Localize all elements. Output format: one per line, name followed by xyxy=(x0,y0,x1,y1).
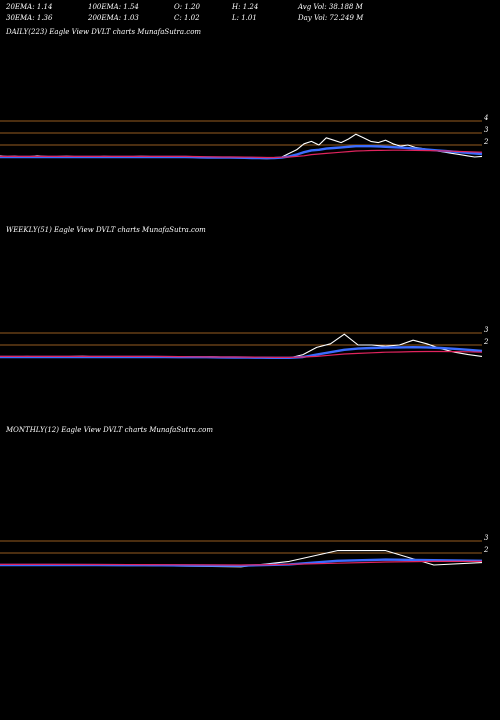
low-stat: L: 1.01 xyxy=(232,14,257,22)
daily-panel-label: DAILY(223) Eagle View DVLT charts Munafa… xyxy=(6,28,202,36)
avg-vol-stat: Avg Vol: 38.188 M xyxy=(298,3,363,11)
high-stat: H: 1.24 xyxy=(232,3,259,11)
daily-series-0-line xyxy=(0,133,483,160)
weekly-y-tick-3: 3 xyxy=(484,326,489,334)
ema200-stat: 200EMA: 1.03 xyxy=(88,14,139,22)
weekly-y-tick-2: 2 xyxy=(483,338,489,346)
ema30-stat: 30EMA: 1.36 xyxy=(6,14,53,22)
ema20-stat: 20EMA: 1.14 xyxy=(6,3,53,11)
open-stat: O: 1.20 xyxy=(174,3,200,11)
daily-y-tick-3: 3 xyxy=(484,126,489,134)
daily-series-2-line xyxy=(0,149,483,159)
monthly-series-2-line xyxy=(0,560,482,566)
close-stat: C: 1.02 xyxy=(174,14,200,22)
monthly-y-tick-3: 3 xyxy=(484,534,489,542)
daily-y-tick-4: 4 xyxy=(483,114,488,122)
weekly-series-2-line xyxy=(0,350,483,358)
monthly-panel-label: MONTHLY(12) Eagle View DVLT charts Munaf… xyxy=(6,426,213,434)
daily-y-tick-2: 2 xyxy=(483,138,489,146)
weekly-panel-label: WEEKLY(51) Eagle View DVLT charts Munafa… xyxy=(6,226,206,234)
day-vol-stat: Day Vol: 72.249 M xyxy=(298,14,364,22)
ema100-stat: 100EMA: 1.54 xyxy=(88,3,139,11)
monthly-y-tick-2: 2 xyxy=(483,546,489,554)
